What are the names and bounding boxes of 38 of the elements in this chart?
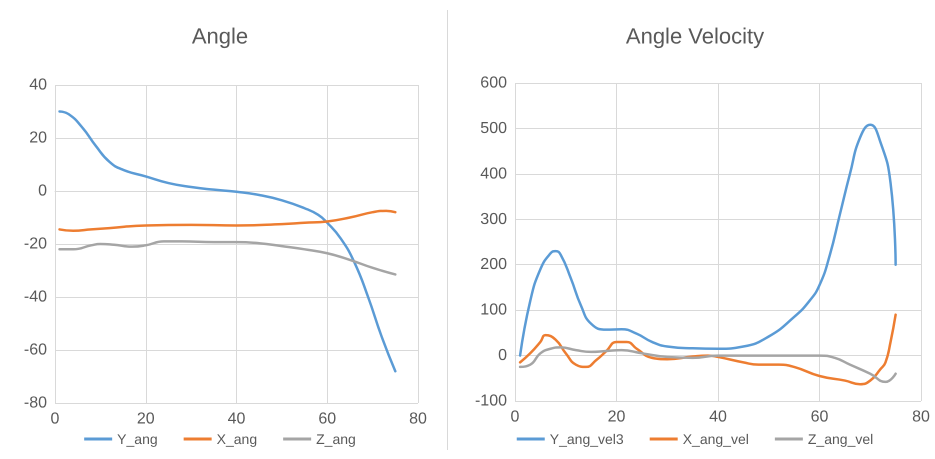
- x-tick-label: 0: [510, 408, 520, 426]
- y-tick-label: -60: [24, 342, 48, 358]
- chart-title: Angle: [192, 24, 248, 48]
- x-tick-label: 80: [912, 408, 930, 426]
- x-tick-label: 20: [608, 408, 626, 426]
- x-tick-label: 60: [810, 408, 828, 426]
- x-tick-label: 0: [50, 410, 60, 428]
- y-tick-label: 100: [480, 302, 508, 319]
- y-tick-label: 300: [480, 210, 508, 228]
- line-series: [58, 240, 397, 276]
- y-tick-label: -100: [474, 392, 508, 410]
- y-tick-label: 600: [480, 74, 508, 92]
- x-tick-label: 80: [409, 410, 427, 428]
- chart-title: Angle Velocity: [626, 24, 764, 48]
- line-series: [58, 210, 397, 232]
- line-series: [518, 346, 897, 384]
- x-tick-label: 20: [136, 410, 155, 428]
- y-tick-label: 400: [480, 165, 508, 182]
- legend-label: X_ang: [216, 431, 258, 447]
- line-series: [518, 124, 897, 357]
- y-tick-label: 0: [498, 347, 508, 364]
- y-tick-label: -80: [24, 394, 48, 412]
- y-tick-label: -40: [24, 288, 48, 306]
- legend-label: Y_ang: [117, 431, 158, 447]
- y-tick-label: 500: [480, 120, 508, 137]
- y-tick-label: 20: [29, 130, 48, 146]
- y-tick-label: 0: [38, 182, 48, 200]
- line-series: [58, 110, 397, 372]
- x-tick-label: 40: [709, 408, 727, 426]
- legend-label: X_ang_vel: [682, 431, 749, 447]
- legend-label: Z_ang_vel: [808, 431, 874, 447]
- x-tick-label: 60: [318, 410, 336, 428]
- legend-label: Z_ang: [316, 431, 356, 447]
- y-tick-label: 200: [480, 256, 508, 274]
- y-tick-label: 40: [29, 76, 48, 94]
- legend-label: Y_ang_vel3: [550, 431, 624, 447]
- x-tick-label: 40: [228, 410, 246, 428]
- y-tick-label: -20: [24, 236, 48, 252]
